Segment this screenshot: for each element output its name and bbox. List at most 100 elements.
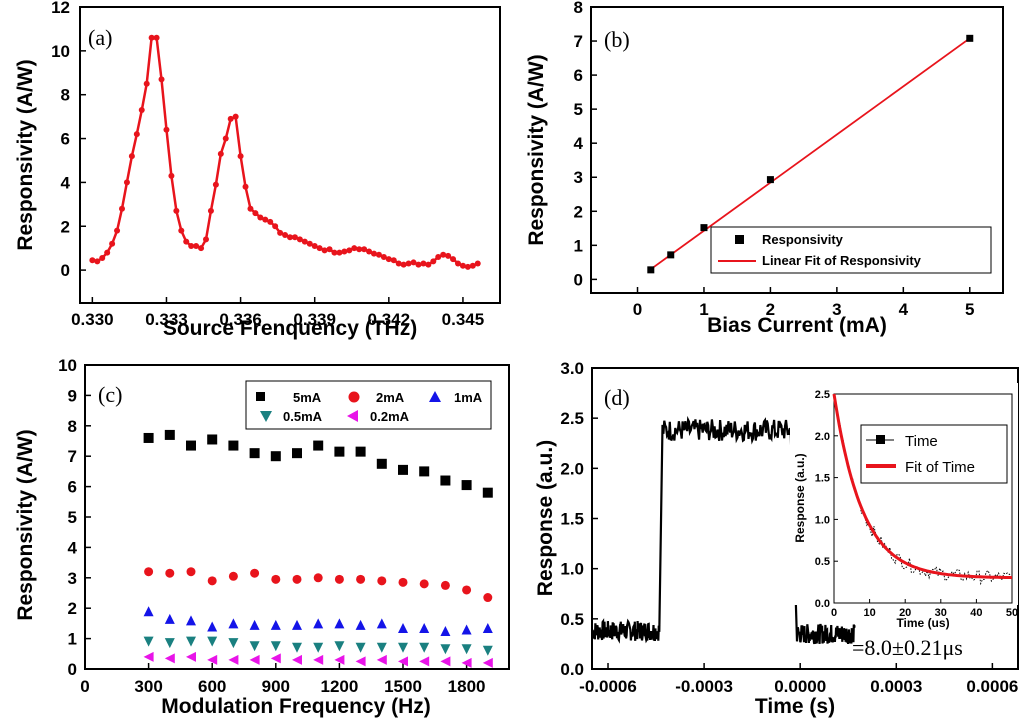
panel-b-point (700, 224, 708, 232)
inset-legend-box (860, 424, 1008, 484)
panel-a-point (455, 260, 461, 267)
x-tick-label: 4 (899, 300, 909, 319)
x-tick-label: 5 (965, 300, 974, 319)
panel-c-point-0.2mA (376, 654, 387, 665)
panel-c-point-5mA (440, 475, 451, 486)
panel-a-point (331, 249, 338, 256)
panel-a-point (282, 232, 289, 239)
panel-a-point (450, 256, 457, 263)
panel-a-point (178, 227, 185, 234)
panel-a-point (153, 34, 160, 41)
panel-a-point (296, 236, 303, 243)
inset-legend: Time Fit of Time (860, 424, 1008, 484)
legend-0.2mA-marker (347, 410, 358, 422)
panel-a-point (356, 246, 363, 253)
inset-frame (833, 393, 1013, 604)
panel-b-point (766, 176, 774, 184)
panel-a-point (390, 257, 397, 264)
panel-c-point-0.2mA (143, 651, 154, 662)
panel-c-point-1mA (313, 618, 324, 629)
panel-a-point (173, 207, 180, 214)
y-tick-label: 8 (68, 417, 77, 436)
panel-a-point (425, 261, 432, 268)
panel-a-point (400, 261, 407, 268)
legend-fit-label: Linear Fit of Responsivity (762, 253, 922, 268)
panel-b-legend: Responsivity Linear Fit of Responsivity (710, 226, 992, 274)
panel-c-point-2mA (313, 573, 323, 583)
y-tick-label: 1.5 (560, 510, 584, 529)
panel-b: 0 1 2 3 4 5 0 1 2 3 4 5 6 7 8 (b) Responsivity Linear … (525, 0, 1004, 337)
panel-c-point-2mA (165, 568, 175, 578)
panel-c-point-2mA (377, 576, 387, 586)
panel-c-point-1mA (334, 618, 345, 629)
panel-c-point-2mA (292, 574, 302, 584)
panel-c-point-1mA (143, 606, 154, 617)
panel-a: 0.330 0.333 0.336 0.339 0.342 0.345024681012 … (14, 0, 501, 340)
y-tick-label: 3 (68, 569, 77, 588)
y-tick-label: 0 (574, 270, 583, 289)
panel-c-point-0.5mA (482, 645, 493, 656)
panel-b-series (647, 34, 974, 274)
panel-a-ylabel: Responsivity (A/W) (14, 59, 37, 250)
y-tick-label: 2.0 (560, 459, 584, 478)
panel-c-point-0.2mA (207, 654, 218, 665)
panel-d-label: (d) (604, 385, 630, 410)
panel-b-label: (b) (604, 27, 630, 52)
panel-c-series (143, 429, 493, 668)
panel-a-point (227, 115, 234, 122)
panel-c-point-2mA (440, 580, 450, 590)
panel-c-point-0.5mA (228, 638, 239, 649)
panel-c-point-0.2mA (186, 651, 196, 662)
inset-ylabel: Response (a.u.) (793, 453, 807, 542)
panel-c-legend-box (245, 380, 492, 430)
panel-a-point (341, 248, 348, 255)
panel-a-point (375, 251, 382, 258)
y-tick-label: 10 (51, 42, 70, 61)
panel-c-point-5mA (398, 464, 408, 475)
panel-a-point (474, 260, 481, 267)
panel-c-point-0.5mA (143, 636, 154, 647)
legend-0.5mA-label: 0.5mA (283, 409, 323, 424)
panel-c-point-0.5mA (461, 644, 472, 655)
panel-c-point-0.5mA (292, 642, 302, 653)
panel-c-point-2mA (250, 568, 260, 578)
x-tick-label: 0.330 (71, 310, 114, 329)
panel-a-point (212, 181, 219, 188)
x-tick-label: 0.336 (219, 310, 262, 329)
panel-c-point-5mA (376, 458, 387, 469)
panel-c-point-2mA (398, 577, 408, 587)
panel-c-point-5mA (143, 432, 154, 443)
panel-a-label: (a) (88, 25, 112, 50)
panel-b-point (647, 266, 655, 274)
panel-a-point (94, 258, 101, 265)
panel-c-point-5mA (164, 429, 175, 440)
panel-c-point-5mA (461, 480, 472, 491)
panel-c-point-2mA (228, 571, 238, 581)
y-tick-label: 0.5 (560, 610, 584, 629)
panel-c-point-1mA (164, 613, 175, 624)
panel-c-point-0.5mA (164, 638, 175, 649)
inset-time-series (834, 402, 1012, 586)
panel-a-point (351, 245, 358, 252)
legend-2mA-label: 2mA (376, 390, 405, 405)
panel-b-ylabel: Responsivity (A/W) (525, 54, 548, 245)
panel-a-point (336, 249, 343, 256)
x-tick-label: 0.342 (368, 310, 411, 329)
panel-d-xlabel: Time (s) (755, 695, 835, 718)
panel-a-ticks: 0.330 0.333 0.336 0.339 0.342 0.345 0 2 4 6 8 10 12 (51, 0, 484, 329)
panel-a-point (163, 126, 170, 133)
panel-a-point (168, 172, 175, 179)
x-tick-label: -0.0003 (675, 677, 733, 696)
x-tick-label: 900 (262, 677, 290, 696)
x-tick-label: 0.333 (145, 310, 188, 329)
panel-a-point (217, 150, 224, 157)
panel-a-point (287, 234, 293, 241)
inset-x-tick-label: 50 (1006, 607, 1018, 619)
inset-legend-time-label: Time (905, 433, 938, 450)
inset-x-tick-label: 0 (831, 607, 837, 619)
inset-fit-curve (832, 393, 1013, 580)
panel-a-point (277, 229, 284, 236)
panel-b-point (667, 251, 675, 259)
x-tick-label: 0.0003 (870, 677, 922, 696)
